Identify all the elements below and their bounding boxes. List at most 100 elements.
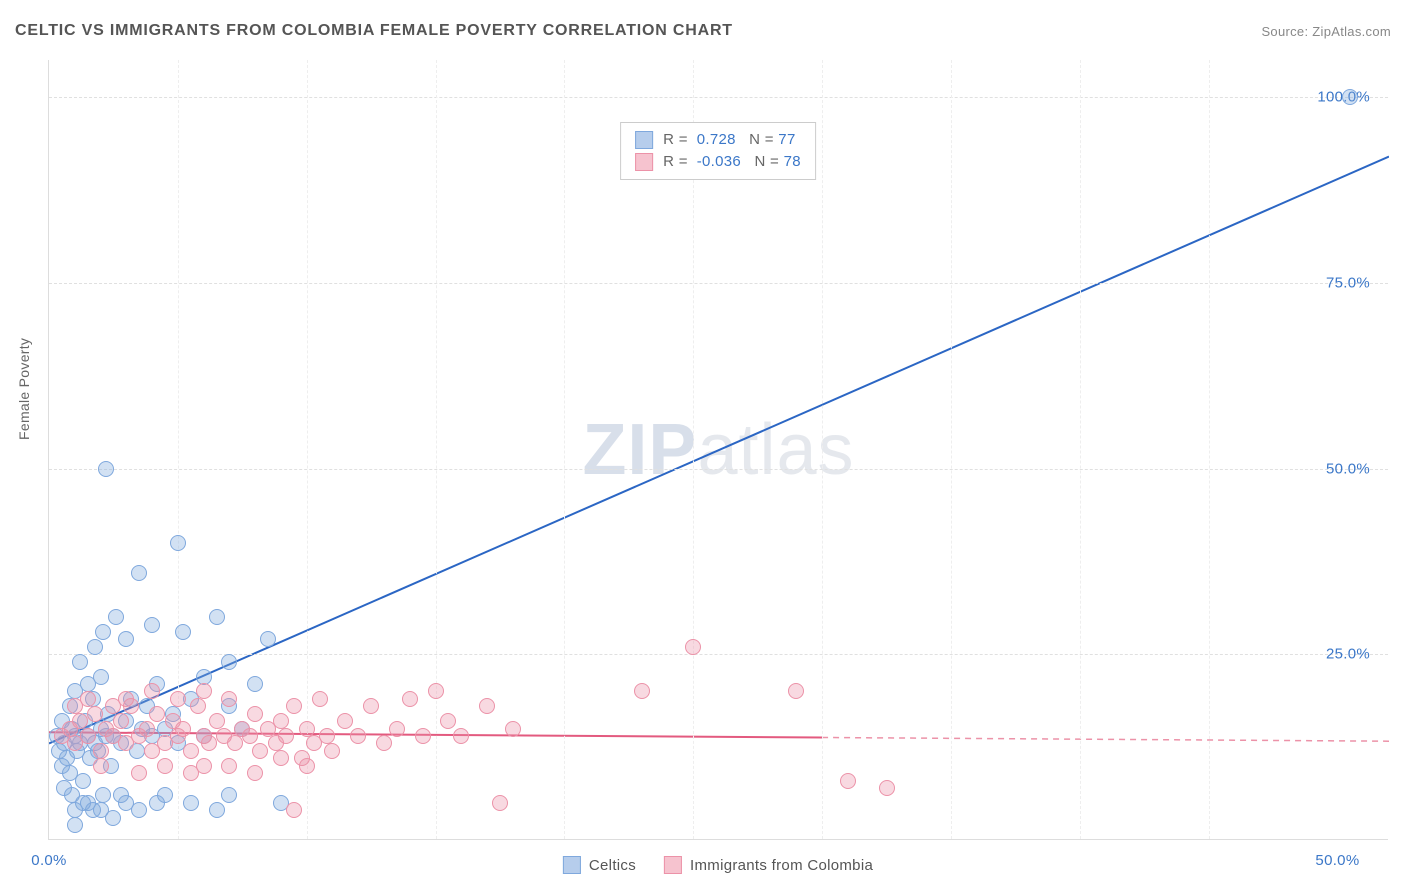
data-point	[75, 773, 91, 789]
trend-line	[49, 157, 1389, 744]
data-point	[196, 669, 212, 685]
data-point	[286, 698, 302, 714]
gridline-horizontal	[49, 469, 1388, 470]
data-point	[221, 758, 237, 774]
data-point	[363, 698, 379, 714]
legend-swatch	[664, 856, 682, 874]
data-point	[479, 698, 495, 714]
chart-title: CELTIC VS IMMIGRANTS FROM COLOMBIA FEMAL…	[15, 22, 733, 39]
data-point	[209, 713, 225, 729]
data-point	[376, 735, 392, 751]
x-tick-label: 0.0%	[31, 852, 66, 869]
data-point	[299, 721, 315, 737]
data-point	[108, 609, 124, 625]
legend-stats: R = -0.036 N = 78	[663, 151, 801, 173]
data-point	[131, 802, 147, 818]
y-axis-label: Female Poverty	[16, 338, 32, 440]
data-point	[247, 765, 263, 781]
data-point	[118, 631, 134, 647]
data-point	[221, 654, 237, 670]
data-point	[131, 565, 147, 581]
data-point	[72, 713, 88, 729]
data-point	[278, 728, 294, 744]
data-point	[453, 728, 469, 744]
gridline-vertical	[1209, 60, 1210, 839]
data-point	[183, 765, 199, 781]
legend-label: Celtics	[589, 857, 636, 874]
gridline-horizontal	[49, 654, 1388, 655]
data-point	[67, 817, 83, 833]
data-point	[93, 669, 109, 685]
y-tick-label: 25.0%	[1326, 646, 1370, 663]
series-legend: Celtics Immigrants from Colombia	[563, 856, 873, 874]
data-point	[312, 691, 328, 707]
data-point	[72, 654, 88, 670]
data-point	[685, 639, 701, 655]
data-point	[319, 728, 335, 744]
chart-container: ZIPatlas 25.0%50.0%75.0%100.0%0.0%50.0% …	[48, 60, 1388, 840]
data-point	[196, 683, 212, 699]
data-point	[428, 683, 444, 699]
data-point	[98, 461, 114, 477]
data-point	[209, 609, 225, 625]
source-attribution: Source: ZipAtlas.com	[1261, 24, 1391, 39]
gridline-horizontal	[49, 283, 1388, 284]
data-point	[183, 795, 199, 811]
gridline-vertical	[1080, 60, 1081, 839]
data-point	[170, 535, 186, 551]
data-point	[131, 765, 147, 781]
data-point	[299, 758, 315, 774]
data-point	[260, 631, 276, 647]
correlation-legend: R = 0.728 N = 77R = -0.036 N = 78	[620, 122, 816, 180]
data-point	[80, 728, 96, 744]
data-point	[505, 721, 521, 737]
data-point	[273, 713, 289, 729]
data-point	[247, 706, 263, 722]
data-point	[209, 802, 225, 818]
watermark: ZIPatlas	[582, 409, 854, 491]
data-point	[402, 691, 418, 707]
data-point	[93, 758, 109, 774]
data-point	[247, 676, 263, 692]
legend-item: Immigrants from Colombia	[664, 856, 873, 874]
data-point	[252, 743, 268, 759]
legend-row: R = 0.728 N = 77	[635, 129, 801, 151]
data-point	[190, 698, 206, 714]
data-point	[157, 758, 173, 774]
data-point	[273, 750, 289, 766]
legend-swatch	[563, 856, 581, 874]
y-tick-label: 75.0%	[1326, 274, 1370, 291]
legend-label: Immigrants from Colombia	[690, 857, 873, 874]
data-point	[139, 721, 155, 737]
data-point	[175, 624, 191, 640]
data-point	[389, 721, 405, 737]
data-point	[286, 802, 302, 818]
data-point	[183, 743, 199, 759]
data-point	[87, 706, 103, 722]
legend-swatch	[635, 153, 653, 171]
data-point	[87, 639, 103, 655]
data-point	[337, 713, 353, 729]
gridline-horizontal	[49, 97, 1388, 98]
legend-row: R = -0.036 N = 78	[635, 151, 801, 173]
data-point	[324, 743, 340, 759]
data-point	[149, 795, 165, 811]
data-point	[85, 802, 101, 818]
x-tick-label: 50.0%	[1315, 852, 1359, 869]
data-point	[170, 691, 186, 707]
data-point	[105, 698, 121, 714]
data-point	[95, 624, 111, 640]
data-point	[201, 735, 217, 751]
legend-item: Celtics	[563, 856, 636, 874]
gridline-vertical	[564, 60, 565, 839]
gridline-vertical	[951, 60, 952, 839]
data-point	[242, 728, 258, 744]
data-point	[113, 787, 129, 803]
data-point	[113, 713, 129, 729]
data-point	[221, 691, 237, 707]
data-point	[93, 743, 109, 759]
data-point	[788, 683, 804, 699]
data-point	[144, 617, 160, 633]
data-point	[1342, 89, 1358, 105]
data-point	[879, 780, 895, 796]
